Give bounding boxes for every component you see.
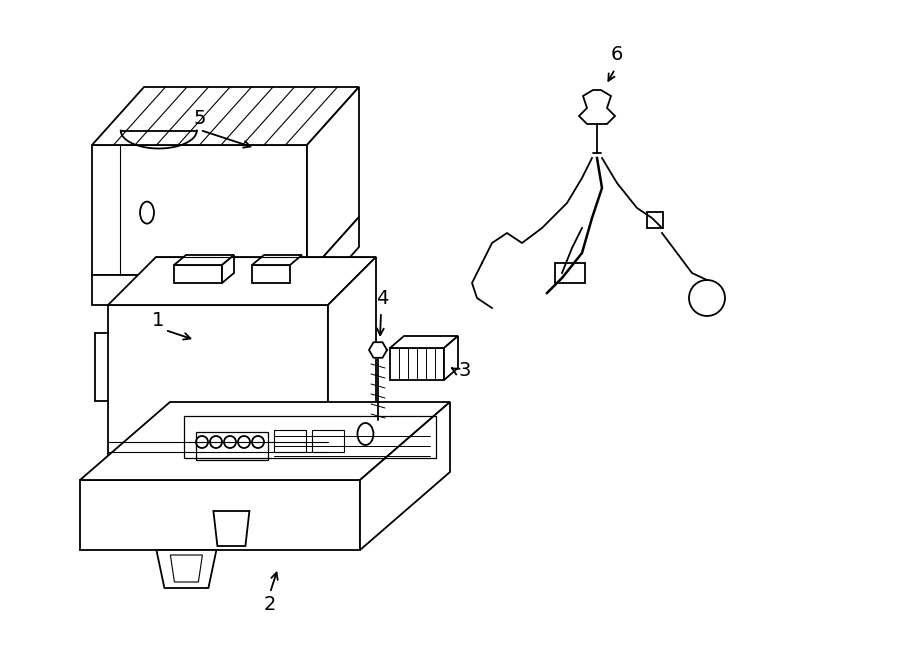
Polygon shape [307, 217, 359, 305]
Polygon shape [579, 90, 615, 124]
Text: 5: 5 [194, 108, 206, 128]
Polygon shape [647, 212, 663, 228]
Polygon shape [170, 555, 202, 582]
Polygon shape [174, 255, 234, 265]
Polygon shape [108, 257, 376, 305]
Text: 3: 3 [459, 360, 472, 379]
Text: 6: 6 [611, 46, 623, 65]
Polygon shape [80, 480, 360, 550]
Polygon shape [252, 265, 290, 283]
Text: 2: 2 [264, 596, 276, 615]
Polygon shape [555, 263, 585, 283]
Polygon shape [307, 87, 359, 275]
Polygon shape [174, 265, 222, 283]
Polygon shape [390, 336, 458, 348]
Polygon shape [222, 255, 234, 283]
Polygon shape [369, 342, 387, 358]
Text: 1: 1 [152, 311, 164, 329]
Polygon shape [444, 336, 458, 380]
Polygon shape [92, 275, 307, 305]
Polygon shape [92, 145, 307, 275]
Polygon shape [360, 402, 450, 550]
Polygon shape [80, 402, 450, 480]
Polygon shape [157, 550, 216, 588]
Polygon shape [390, 348, 444, 380]
Polygon shape [252, 255, 302, 265]
Text: 4: 4 [376, 288, 388, 307]
Polygon shape [213, 511, 249, 546]
Polygon shape [108, 305, 328, 460]
Polygon shape [92, 87, 359, 145]
Polygon shape [328, 257, 376, 460]
